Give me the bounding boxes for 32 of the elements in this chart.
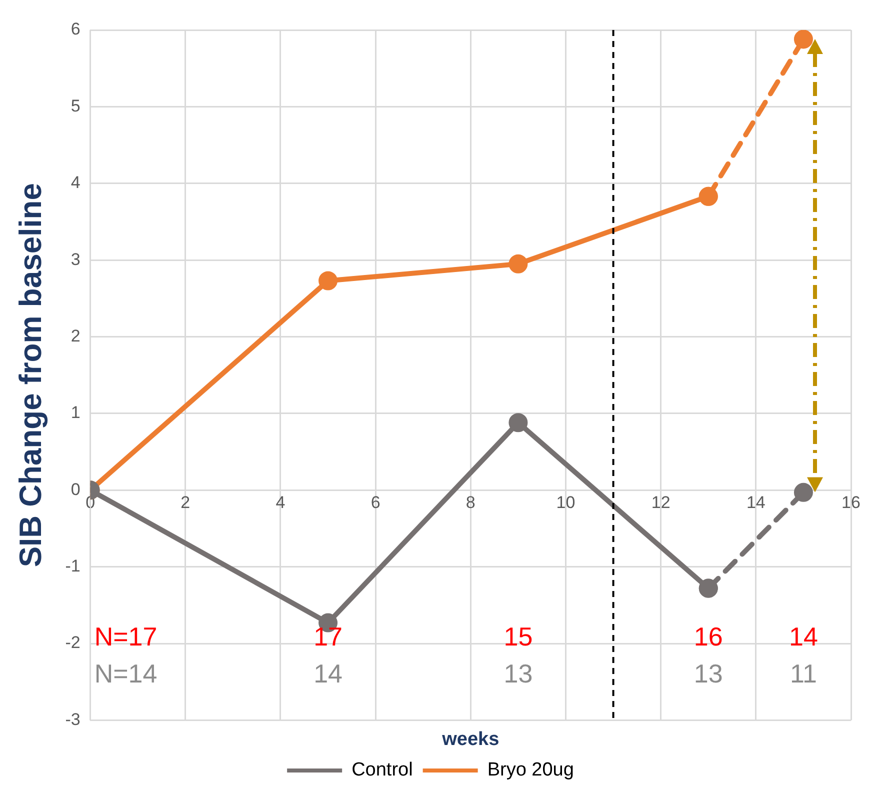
x-tick-label: 10: [556, 493, 576, 512]
annotation: N=17: [94, 621, 158, 652]
annotation: 13: [694, 658, 723, 688]
y-axis-title: SIB Change from baseline: [13, 183, 48, 568]
x-tick-label: 8: [466, 493, 476, 512]
annotation: 11: [790, 658, 817, 688]
y-tick-label: -3: [65, 710, 80, 729]
y-tick-label: 6: [70, 20, 80, 39]
y-tick-label: 2: [70, 326, 80, 346]
x-axis-title: weeks: [441, 728, 500, 750]
y-tick-label: 3: [70, 250, 80, 269]
x-tick-label: 14: [746, 493, 766, 512]
annotation: 16: [694, 621, 723, 652]
x-tick-label: 16: [842, 493, 860, 512]
x-tick-label: 4: [276, 493, 286, 512]
annotation: 17: [314, 621, 342, 652]
annotation: 13: [504, 658, 533, 688]
annotation: 15: [504, 621, 533, 652]
annotation: N=14: [94, 658, 158, 688]
y-tick-label: 4: [70, 173, 80, 192]
legend-label: Bryo 20ug: [487, 760, 574, 781]
legend-label: Control: [352, 760, 413, 781]
y-tick-label: 0: [70, 480, 80, 499]
x-tick-label: 6: [370, 493, 380, 512]
annotation: 14: [788, 621, 818, 652]
annotation: 14: [314, 658, 342, 688]
x-tick-label: 2: [180, 493, 190, 512]
y-tick-label: 5: [70, 96, 80, 116]
y-tick-label: -1: [65, 556, 80, 576]
y-tick-label: 1: [70, 403, 80, 422]
x-tick-label: 12: [651, 493, 670, 512]
y-tick-label: -2: [65, 633, 80, 652]
